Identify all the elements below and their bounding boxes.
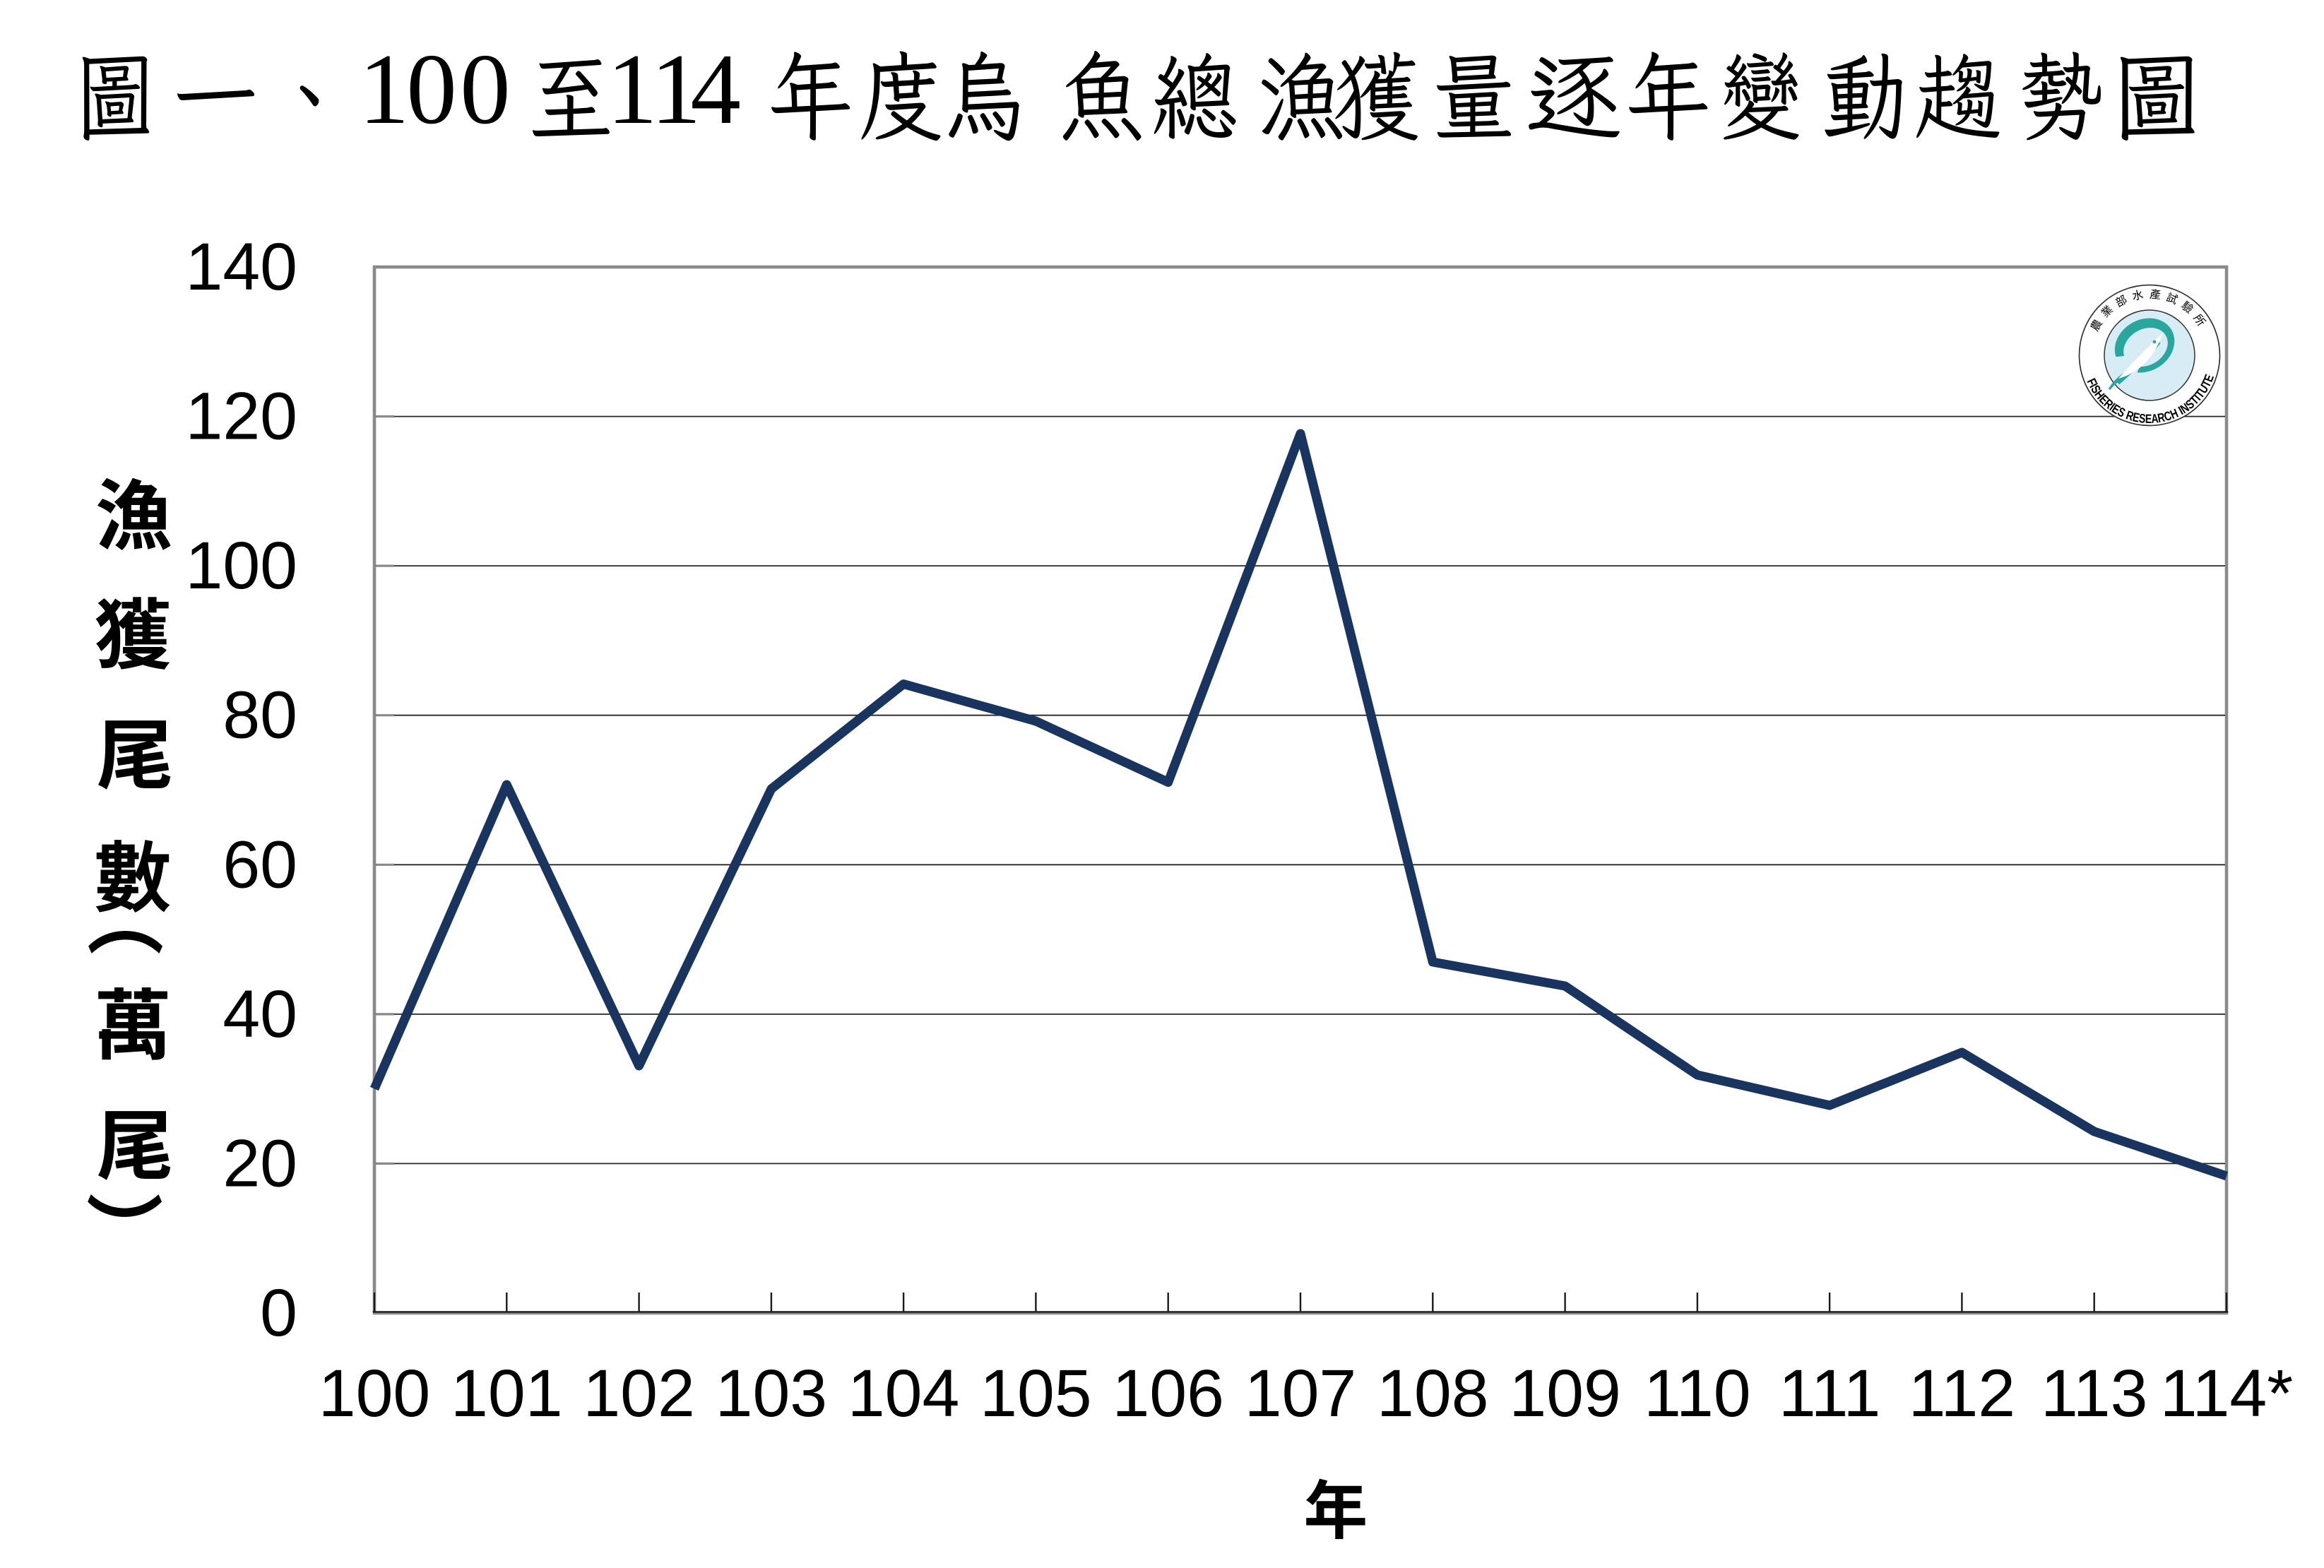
svg-text:112: 112 <box>1909 1356 2015 1431</box>
svg-text:107: 107 <box>1245 1356 1357 1431</box>
svg-text:114: 114 <box>607 33 741 145</box>
svg-text:103: 103 <box>716 1356 828 1431</box>
svg-text:60: 60 <box>223 827 297 902</box>
svg-text:A: A <box>2151 412 2159 427</box>
svg-text:E: E <box>2131 410 2141 426</box>
svg-text:108: 108 <box>1377 1356 1489 1431</box>
svg-text:100: 100 <box>359 33 511 145</box>
svg-text:R: R <box>2157 410 2166 426</box>
svg-text:114*: 114* <box>2160 1356 2293 1431</box>
svg-text:101: 101 <box>451 1356 563 1431</box>
svg-text:102: 102 <box>583 1356 695 1431</box>
svg-text:100: 100 <box>185 528 297 603</box>
svg-text:113: 113 <box>2041 1356 2147 1431</box>
svg-text:140: 140 <box>185 230 297 304</box>
svg-text:100: 100 <box>319 1356 431 1431</box>
svg-text:40: 40 <box>223 977 297 1052</box>
svg-text:S: S <box>2138 411 2147 426</box>
svg-text:105: 105 <box>980 1356 1092 1431</box>
svg-text:109: 109 <box>1509 1356 1621 1431</box>
svg-text:111: 111 <box>1779 1356 1880 1431</box>
svg-text:110: 110 <box>1644 1356 1750 1431</box>
svg-text:120: 120 <box>185 379 297 454</box>
svg-text:20: 20 <box>223 1126 297 1201</box>
svg-text:E: E <box>2145 412 2152 426</box>
svg-text:104: 104 <box>848 1356 960 1431</box>
svg-text:0: 0 <box>260 1276 297 1350</box>
svg-text:106: 106 <box>1112 1356 1224 1431</box>
svg-text:80: 80 <box>223 678 297 753</box>
